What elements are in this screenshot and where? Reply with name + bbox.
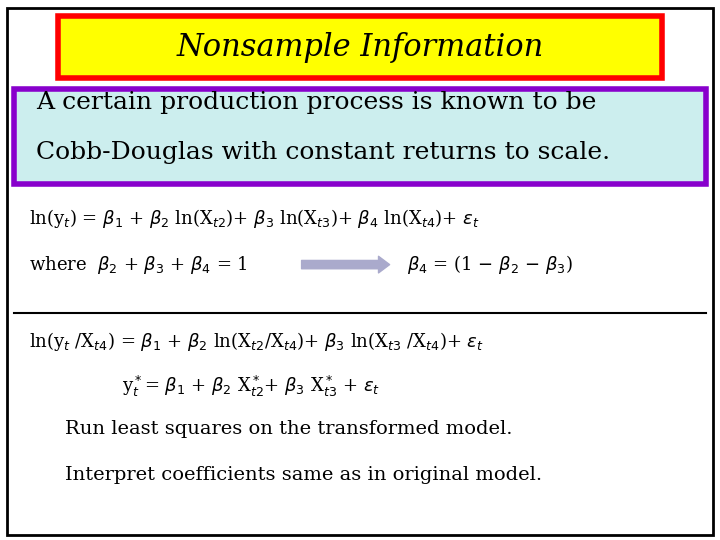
Text: A certain production process is known to be: A certain production process is known to… (36, 91, 596, 114)
Text: Run least squares on the transformed model.: Run least squares on the transformed mod… (65, 420, 513, 438)
Text: ln(y$_t$) = $\beta_1$ + $\beta_2$ ln(X$_{t2}$)+ $\beta_3$ ln(X$_{t3}$)+ $\beta_4: ln(y$_t$) = $\beta_1$ + $\beta_2$ ln(X$_… (29, 207, 480, 230)
Text: ln(y$_t$ /X$_{t4}$) = $\beta_1$ + $\beta_2$ ln(X$_{t2}$/X$_{t4}$)+ $\beta_3$ ln(: ln(y$_t$ /X$_{t4}$) = $\beta_1$ + $\beta… (29, 330, 484, 353)
Text: Nonsample Information: Nonsample Information (176, 32, 544, 63)
Text: y$_t^*$= $\beta_1$ + $\beta_2$ X$_{t2}^*$+ $\beta_3$ X$_{t3}^*$ + $\varepsilon_t: y$_t^*$= $\beta_1$ + $\beta_2$ X$_{t2}^*… (122, 374, 381, 399)
FancyArrowPatch shape (302, 256, 390, 273)
FancyBboxPatch shape (14, 89, 706, 184)
Text: Cobb-Douglas with constant returns to scale.: Cobb-Douglas with constant returns to sc… (36, 141, 610, 164)
Text: Interpret coefficients same as in original model.: Interpret coefficients same as in origin… (65, 466, 542, 484)
FancyBboxPatch shape (58, 16, 662, 78)
Text: $\beta_4$ = (1 $-$ $\beta_2$ $-$ $\beta_3$): $\beta_4$ = (1 $-$ $\beta_2$ $-$ $\beta_… (407, 253, 572, 276)
Text: where  $\beta_2$ + $\beta_3$ + $\beta_4$ = 1: where $\beta_2$ + $\beta_3$ + $\beta_4$ … (29, 254, 248, 275)
